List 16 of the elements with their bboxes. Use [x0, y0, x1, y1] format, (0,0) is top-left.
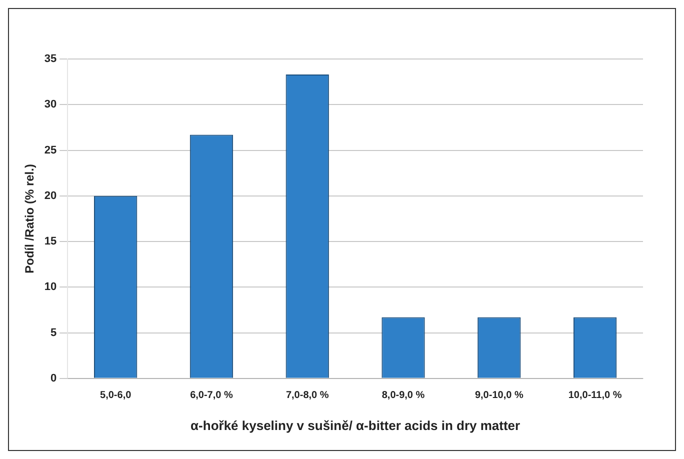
y-tick-label: 15 — [44, 236, 57, 248]
x-tick-label: 7,0-8,0 % — [286, 390, 329, 402]
y-tick-label: 20 — [44, 190, 57, 202]
x-tick-label: 6,0-7,0 % — [190, 390, 233, 402]
x-tick-label: 5,0-6,0 — [100, 390, 132, 402]
x-tick-label: 8,0-9,0 % — [382, 390, 425, 402]
x-tick-label: 10,0-11,0 % — [568, 390, 622, 402]
y-tick-label: 5 — [50, 326, 57, 339]
x-tick-label: 9,0-10,0 % — [474, 390, 524, 402]
x-axis-title: α-hořké kyseliny v sušině/ α-bitter acids in dry matter — [190, 418, 520, 433]
y-tick-label: 25 — [44, 144, 57, 156]
y-axis-title: Podíl /Ratio (% rel.) — [22, 164, 37, 274]
y-tick-label: 30 — [44, 98, 57, 111]
y-tick-label: 35 — [44, 53, 57, 66]
y-tick-label: 10 — [44, 281, 57, 294]
y-tick-label: 0 — [50, 372, 57, 384]
